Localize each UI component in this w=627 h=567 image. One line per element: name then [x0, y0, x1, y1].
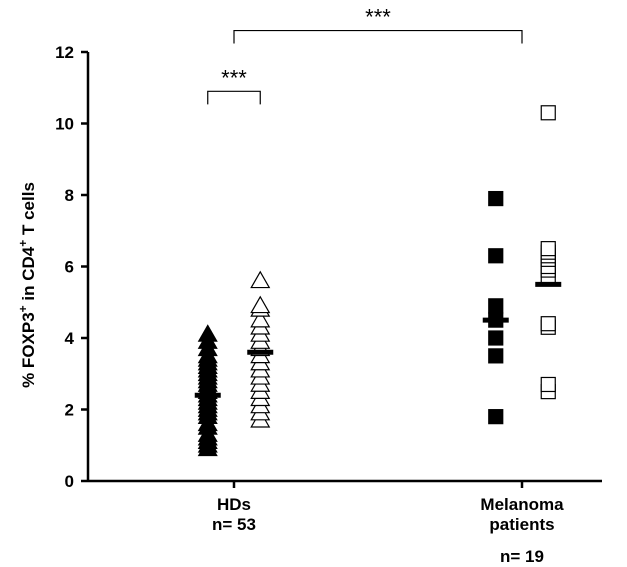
category-label: n= 53 [212, 515, 256, 534]
y-tick-label: 10 [55, 115, 74, 134]
significance-label: *** [365, 5, 391, 30]
open-square-point [540, 376, 556, 393]
open-triangle-point [250, 309, 271, 328]
y-tick-label: 6 [65, 258, 74, 277]
y-label-text: T cells [19, 182, 38, 240]
y-axis-label: % FOXP3+ in CD4+ T cells [16, 182, 38, 388]
filled-square-point [488, 298, 504, 314]
category-label: HDs [217, 495, 251, 514]
filled-square-point [488, 348, 504, 364]
y-label-text: % FOXP3 [19, 312, 38, 388]
filled-square-point [488, 248, 504, 264]
category-label: patients [489, 515, 554, 534]
significance-bracket [233, 29, 523, 44]
median-bars [194, 281, 562, 398]
y-label-text: in CD4 [19, 246, 38, 305]
filled-square-point [488, 409, 504, 425]
y-axis: 0 2 4 6 8 10 12 [55, 43, 90, 491]
filled-square-point [488, 190, 504, 207]
y-label-superscript: + [16, 240, 30, 247]
open-square-point [540, 316, 556, 332]
y-tick-label: 4 [65, 329, 75, 348]
open-square-point [540, 241, 556, 257]
significance-bracket [207, 90, 261, 105]
filled-triangle-point [197, 324, 218, 342]
significance-label: *** [221, 65, 247, 90]
category-label: Melanoma [480, 495, 564, 514]
y-tick-label: 12 [55, 43, 74, 62]
data-points [197, 105, 556, 457]
y-tick-label: 8 [65, 186, 74, 205]
open-triangle-point [250, 270, 271, 289]
open-triangle-point [250, 295, 271, 314]
category-label: n= 19 [500, 547, 544, 566]
y-tick-label: 2 [65, 401, 74, 420]
open-square-point [540, 105, 556, 121]
y-label-superscript: + [16, 305, 30, 312]
significance-annotations: *** *** [207, 5, 523, 105]
filled-square-point [488, 330, 504, 346]
y-tick-label: 0 [65, 472, 74, 491]
